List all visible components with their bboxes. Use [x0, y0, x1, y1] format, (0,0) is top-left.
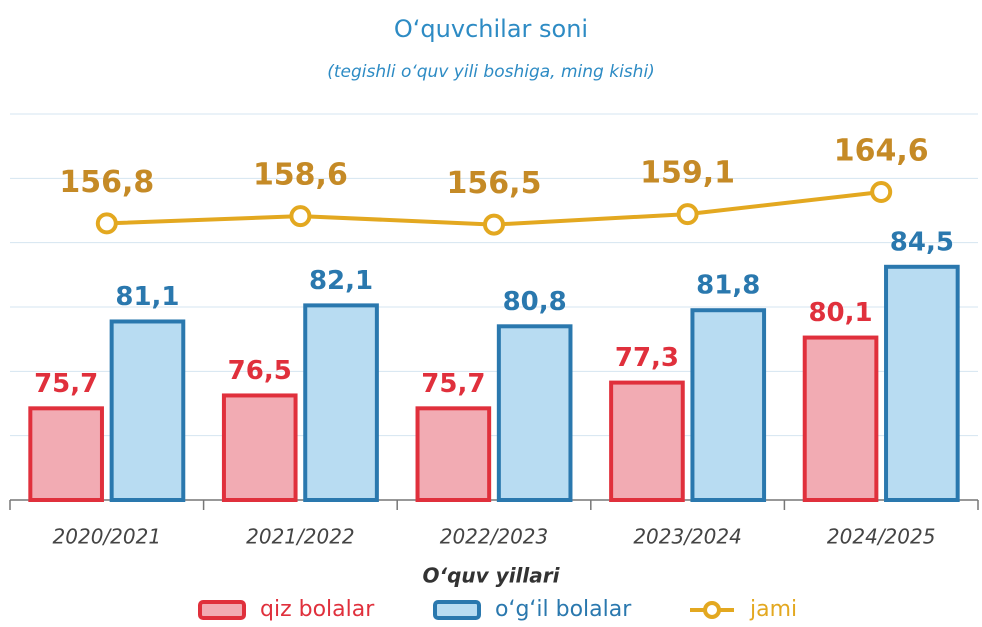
- bar-value-label: 84,5: [890, 227, 954, 257]
- line-value-label: 156,8: [59, 165, 154, 200]
- bar-value-label: 75,7: [421, 369, 485, 399]
- line-value-label: 164,6: [834, 134, 929, 169]
- bar-value-label: 80,1: [808, 298, 872, 328]
- bar: [415, 406, 492, 503]
- bar: [884, 264, 960, 502]
- line-point: [676, 203, 699, 226]
- bar: [496, 324, 573, 502]
- legend-label: jami: [749, 597, 797, 622]
- line-point: [95, 212, 118, 235]
- x-axis-title: O‘quv yillari: [423, 564, 561, 588]
- legend-swatch: [198, 600, 246, 620]
- x-tick-label: 2022/2023: [440, 525, 549, 549]
- chart-title: O‘quvchilar soni: [394, 15, 588, 43]
- bar: [303, 303, 379, 502]
- bar: [802, 335, 879, 502]
- legend-label: o‘g‘il bolalar: [495, 597, 632, 622]
- line-point: [870, 181, 893, 204]
- line-value-label: 156,5: [447, 166, 542, 201]
- bar: [609, 380, 685, 503]
- bar-value-label: 81,1: [115, 282, 179, 312]
- bar: [690, 308, 767, 503]
- bar: [221, 393, 298, 503]
- line-point: [289, 205, 312, 228]
- legend-swatch: [433, 600, 481, 620]
- chart-subtitle: (tegishli o‘quv yili boshiga, ming kishi…: [327, 62, 655, 82]
- bar-value-label: 82,1: [309, 266, 373, 296]
- bar: [109, 319, 186, 502]
- legend-label: qiz bolalar: [260, 597, 375, 622]
- line-value-label: 159,1: [640, 156, 735, 191]
- line-point: [483, 213, 505, 236]
- bar-value-label: 80,8: [503, 287, 567, 317]
- bar-value-label: 81,8: [696, 271, 760, 301]
- x-tick-label: 2024/2025: [827, 525, 936, 549]
- x-tick-label: 2023/2024: [633, 525, 742, 549]
- bar-value-label: 76,5: [228, 356, 292, 386]
- x-tick-label: 2020/2021: [53, 525, 162, 549]
- bar: [28, 406, 104, 503]
- line-value-label: 158,6: [253, 158, 348, 193]
- x-tick-label: 2021/2022: [246, 525, 355, 549]
- legend-swatch: [703, 601, 721, 619]
- bar-value-label: 77,3: [615, 343, 679, 373]
- bar-value-label: 75,7: [34, 369, 98, 399]
